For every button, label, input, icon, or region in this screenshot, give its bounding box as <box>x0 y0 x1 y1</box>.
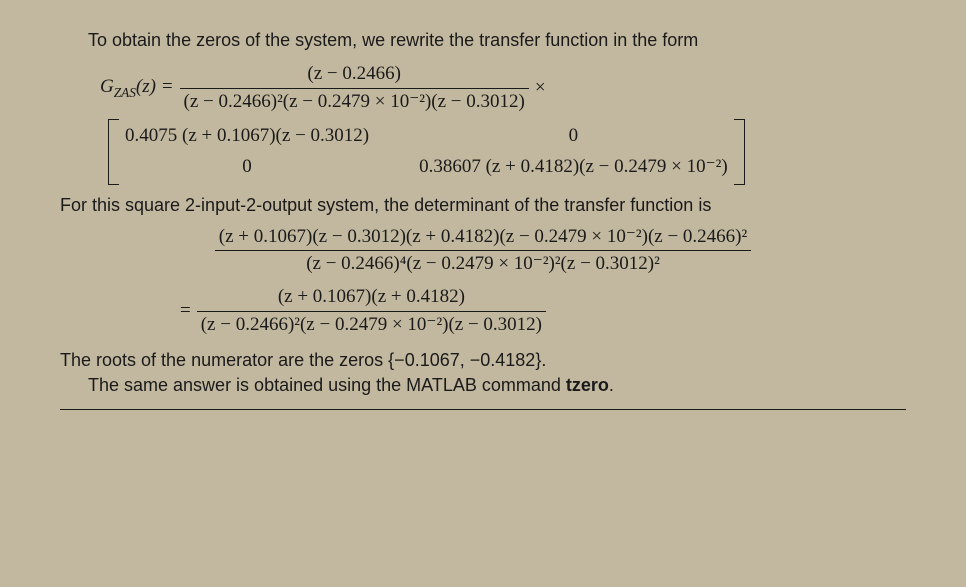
determinant-expression-2: = (z + 0.1067)(z + 0.4182) (z − 0.2466)²… <box>180 284 906 338</box>
matlab-command: tzero <box>566 375 609 395</box>
transfer-matrix: 0.4075 (z + 0.1067)(z − 0.3012) 0 0 0.38… <box>108 119 745 184</box>
det2-numerator: (z + 0.1067)(z + 0.4182) <box>197 284 546 312</box>
times-symbol: × <box>535 75 546 102</box>
determinant-expression-1: (z + 0.1067)(z − 0.3012)(z + 0.4182)(z −… <box>60 224 906 278</box>
det2-denominator: (z − 0.2466)²(z − 0.2479 × 10⁻²)(z − 0.3… <box>197 312 546 339</box>
equals-sign: = <box>180 298 191 325</box>
gzas-numerator: (z − 0.2466) <box>180 61 529 89</box>
gzas-fraction: (z − 0.2466) (z − 0.2466)²(z − 0.2479 × … <box>180 61 529 115</box>
det1-denominator: (z − 0.2466)⁴(z − 0.2479 × 10⁻²)²(z − 0.… <box>215 251 751 278</box>
determinant-intro: For this square 2-input-2-output system,… <box>60 193 906 218</box>
intro-paragraph: To obtain the zeros of the system, we re… <box>60 28 906 53</box>
det1-numerator: (z + 0.1067)(z − 0.3012)(z + 0.4182)(z −… <box>215 224 751 252</box>
matrix-cell-22: 0.38607 (z + 0.4182)(z − 0.2479 × 10⁻²) <box>419 154 728 181</box>
matrix-bracket-left <box>108 119 119 184</box>
roots-line: The roots of the numerator are the zeros… <box>60 348 906 373</box>
gzas-lhs: GZAS(z) = <box>100 74 174 102</box>
equation-gzas: GZAS(z) = (z − 0.2466) (z − 0.2466)²(z −… <box>100 61 906 184</box>
page-content: To obtain the zeros of the system, we re… <box>0 0 966 430</box>
matrix-cell-21: 0 <box>125 154 369 181</box>
matlab-line: The same answer is obtained using the MA… <box>60 373 906 398</box>
gzas-denominator: (z − 0.2466)²(z − 0.2479 × 10⁻²)(z − 0.3… <box>180 89 529 116</box>
matrix-bracket-right <box>734 119 745 184</box>
matrix-cell-12: 0 <box>419 123 728 150</box>
matrix-cell-11: 0.4075 (z + 0.1067)(z − 0.3012) <box>125 123 369 150</box>
section-rule <box>60 409 906 410</box>
